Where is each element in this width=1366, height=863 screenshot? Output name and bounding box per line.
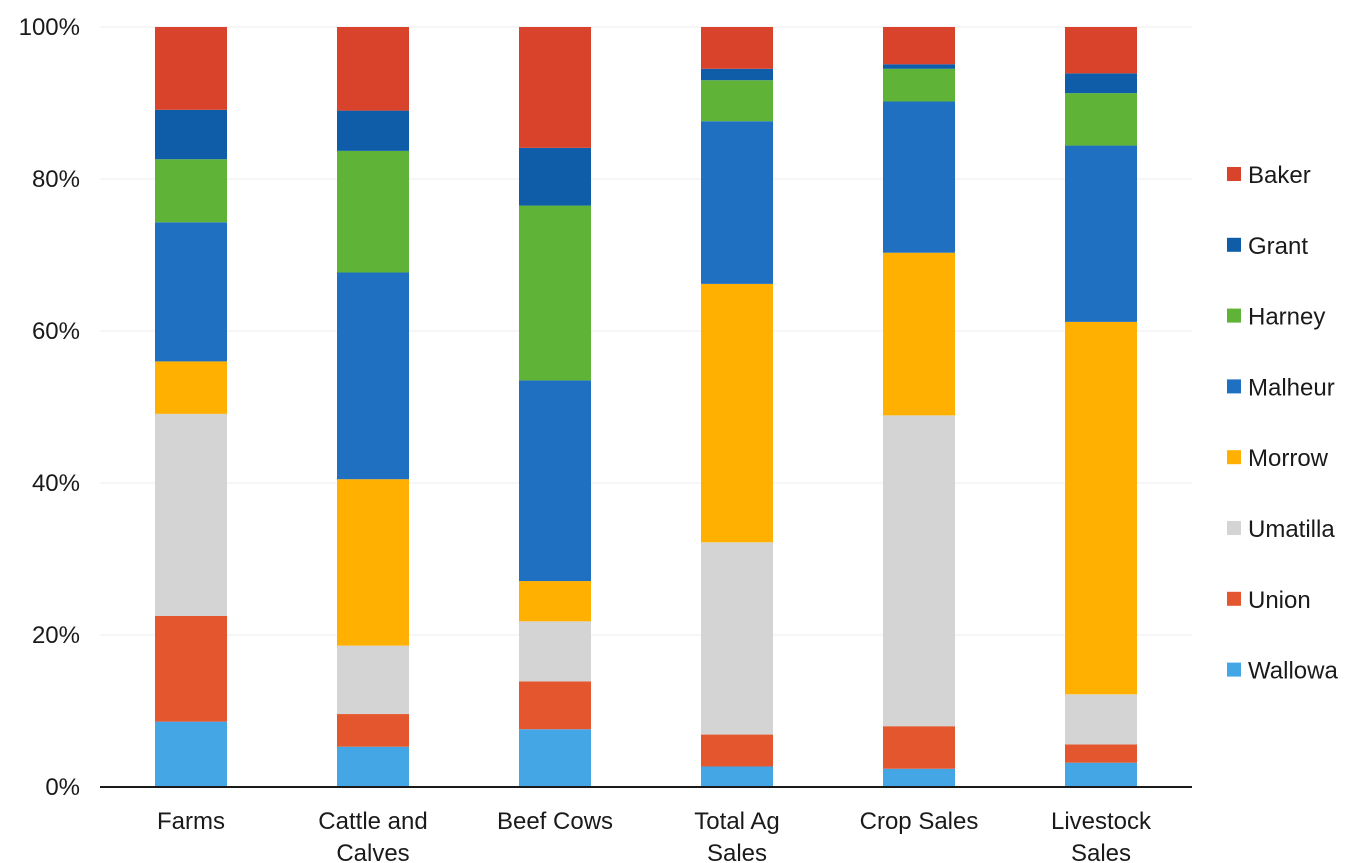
bar-segment: [701, 27, 773, 69]
bar-segment: [701, 68, 773, 81]
bar-segment: [155, 109, 227, 160]
bar-segment: [701, 542, 773, 735]
bar-segment: [519, 729, 591, 787]
x-tick-label: Sales: [1071, 840, 1131, 863]
legend-swatch: [1227, 450, 1241, 465]
bar-segment: [519, 581, 591, 622]
bar-segment: [155, 616, 227, 722]
bar-segment: [155, 721, 227, 787]
legend-swatch: [1227, 662, 1241, 677]
x-tick-label: Cattle and: [318, 808, 427, 835]
bar-segment: [883, 768, 955, 787]
y-tick-label: 80%: [32, 166, 80, 193]
bar-segment: [1065, 73, 1137, 94]
legend-swatch: [1227, 379, 1241, 394]
bar-segment: [883, 252, 955, 416]
y-tick-label: 0%: [45, 774, 80, 801]
bar-segment: [337, 714, 409, 747]
bar-segment: [337, 110, 409, 151]
legend-swatch: [1227, 521, 1241, 535]
y-tick-label: 60%: [32, 318, 80, 345]
bar-segment: [1065, 145, 1137, 322]
bar-segment: [337, 479, 409, 646]
bar-segment: [883, 726, 955, 769]
bar-segment: [337, 645, 409, 715]
bar-segment: [1065, 321, 1137, 695]
y-tick-label: 20%: [32, 622, 80, 649]
bar-segment: [701, 766, 773, 787]
bar-segment: [519, 681, 591, 730]
bar-segment: [883, 64, 955, 69]
bar-segment: [519, 380, 591, 582]
y-tick-label: 40%: [32, 470, 80, 497]
bars-group: [155, 27, 1137, 787]
bar-segment: [155, 159, 227, 223]
legend-label: Baker: [1248, 162, 1311, 189]
bar-segment: [337, 150, 409, 273]
x-tick-label: Calves: [336, 840, 409, 863]
x-tick-label: Beef Cows: [497, 808, 613, 835]
bar-segment: [883, 27, 955, 65]
bar-segment: [701, 80, 773, 122]
legend-label: Wallowa: [1248, 658, 1338, 685]
bar-segment: [519, 205, 591, 381]
legend-swatch: [1227, 591, 1241, 606]
bar-segment: [519, 147, 591, 206]
bar-segment: [883, 415, 955, 727]
x-tick-label: Total Ag: [694, 808, 779, 835]
legend-swatch: [1227, 237, 1241, 252]
x-tick-label: Farms: [157, 808, 225, 835]
bar-segment: [1065, 762, 1137, 787]
bar-segment: [883, 68, 955, 102]
legend-swatch: [1227, 167, 1241, 181]
bar-segment: [1065, 694, 1137, 745]
legend-label: Union: [1248, 587, 1311, 614]
x-tick-label: Sales: [707, 840, 767, 863]
legend-label: Harney: [1248, 304, 1325, 331]
bar-segment: [155, 222, 227, 362]
bar-segment: [337, 746, 409, 787]
legend-label: Grant: [1248, 233, 1308, 260]
bar-segment: [701, 734, 773, 767]
bar-segment: [519, 27, 591, 148]
legend-swatch: [1227, 308, 1241, 323]
bar-segment: [155, 27, 227, 110]
bar-segment: [155, 361, 227, 414]
legend-label: Umatilla: [1248, 516, 1335, 543]
bar-segment: [155, 413, 227, 616]
y-tick-label: 100%: [19, 14, 80, 41]
bar-segment: [1065, 93, 1137, 146]
legend: Baker Grant Harney Malheur Morrow Umatilla Uni…: [1227, 162, 1338, 685]
bar-segment: [337, 27, 409, 111]
bar-segment: [1065, 744, 1137, 763]
bar-segment: [1065, 27, 1137, 74]
legend-label: Malheur: [1248, 374, 1335, 401]
bar-segment: [519, 621, 591, 682]
bar-segment: [701, 121, 773, 284]
legend-label: Morrow: [1248, 445, 1329, 472]
x-tick-label: Livestock: [1051, 808, 1152, 835]
bar-segment: [337, 272, 409, 480]
bar-segment: [883, 101, 955, 253]
x-tick-label: Crop Sales: [860, 808, 979, 835]
bar-segment: [701, 283, 773, 543]
